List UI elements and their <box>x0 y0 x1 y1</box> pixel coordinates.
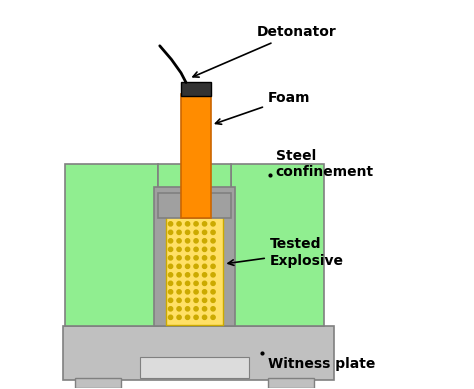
Circle shape <box>202 230 207 235</box>
Circle shape <box>194 230 198 235</box>
Circle shape <box>177 273 181 277</box>
Circle shape <box>168 247 173 251</box>
Circle shape <box>202 256 207 260</box>
Circle shape <box>185 281 190 286</box>
Circle shape <box>211 239 215 243</box>
Circle shape <box>211 290 215 294</box>
Circle shape <box>177 290 181 294</box>
Circle shape <box>177 247 181 251</box>
Circle shape <box>202 281 207 286</box>
Circle shape <box>194 222 198 226</box>
Circle shape <box>194 256 198 260</box>
Circle shape <box>168 222 173 226</box>
Circle shape <box>177 256 181 260</box>
Circle shape <box>202 247 207 251</box>
Circle shape <box>211 281 215 286</box>
Text: Foam: Foam <box>216 91 310 124</box>
Circle shape <box>177 281 181 286</box>
Circle shape <box>168 315 173 319</box>
Bar <box>268 378 314 387</box>
Circle shape <box>211 230 215 235</box>
Bar <box>231 164 324 326</box>
Circle shape <box>177 315 181 319</box>
Circle shape <box>168 290 173 294</box>
Text: Witness plate: Witness plate <box>268 357 375 371</box>
Circle shape <box>185 230 190 235</box>
Circle shape <box>211 273 215 277</box>
Circle shape <box>168 273 173 277</box>
Circle shape <box>168 256 173 260</box>
Circle shape <box>211 298 215 303</box>
Bar <box>75 378 121 387</box>
Bar <box>140 357 248 378</box>
Bar <box>181 82 211 96</box>
Circle shape <box>202 239 207 243</box>
Circle shape <box>211 247 215 251</box>
Text: Steel
confinement: Steel confinement <box>275 149 374 179</box>
Circle shape <box>185 247 190 251</box>
Bar <box>181 94 211 218</box>
Circle shape <box>211 256 215 260</box>
Circle shape <box>202 315 207 319</box>
Circle shape <box>177 307 181 311</box>
Circle shape <box>185 298 190 303</box>
Circle shape <box>211 307 215 311</box>
Circle shape <box>202 307 207 311</box>
Circle shape <box>202 290 207 294</box>
Circle shape <box>211 315 215 319</box>
Circle shape <box>177 230 181 235</box>
Circle shape <box>185 290 190 294</box>
Circle shape <box>168 239 173 243</box>
Circle shape <box>185 307 190 311</box>
Text: Tested
Explosive: Tested Explosive <box>228 237 344 268</box>
Circle shape <box>194 290 198 294</box>
Circle shape <box>211 222 215 226</box>
Circle shape <box>185 264 190 268</box>
Circle shape <box>168 307 173 311</box>
Circle shape <box>177 222 181 226</box>
Text: Detonator: Detonator <box>193 25 336 77</box>
Circle shape <box>168 230 173 235</box>
Circle shape <box>194 264 198 268</box>
Circle shape <box>185 256 190 260</box>
Circle shape <box>185 239 190 243</box>
Circle shape <box>202 264 207 268</box>
Circle shape <box>177 298 181 303</box>
Circle shape <box>194 315 198 319</box>
Bar <box>65 164 158 326</box>
Circle shape <box>194 239 198 243</box>
Bar <box>158 164 231 194</box>
Circle shape <box>185 222 190 226</box>
Circle shape <box>202 273 207 277</box>
Circle shape <box>194 247 198 251</box>
Circle shape <box>194 281 198 286</box>
Circle shape <box>194 298 198 303</box>
Bar <box>158 193 231 218</box>
Circle shape <box>168 281 173 286</box>
Circle shape <box>211 264 215 268</box>
Bar <box>165 217 223 325</box>
Circle shape <box>185 315 190 319</box>
Circle shape <box>177 264 181 268</box>
Bar <box>154 187 235 326</box>
Circle shape <box>202 222 207 226</box>
Circle shape <box>202 298 207 303</box>
Circle shape <box>168 298 173 303</box>
Circle shape <box>185 273 190 277</box>
Circle shape <box>194 273 198 277</box>
Circle shape <box>194 307 198 311</box>
Bar <box>63 326 334 380</box>
Circle shape <box>168 264 173 268</box>
Circle shape <box>177 239 181 243</box>
